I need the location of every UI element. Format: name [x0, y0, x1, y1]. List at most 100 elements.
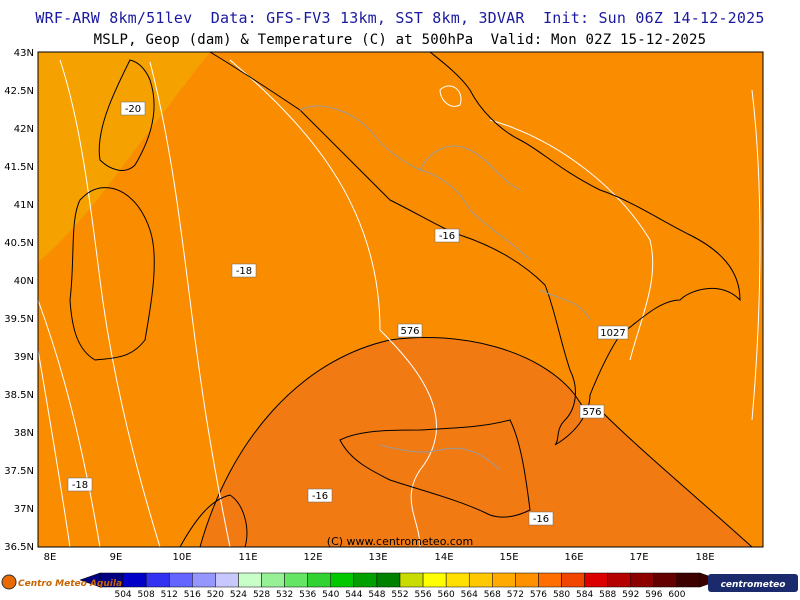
- lon-label: 9E: [110, 552, 123, 563]
- lon-label: 12E: [303, 552, 322, 563]
- contour-label-box: [597, 325, 629, 340]
- contour-label: -20: [125, 104, 141, 115]
- scale-label: 584: [576, 590, 593, 600]
- lat-label: 41N: [14, 200, 34, 211]
- cold-area-northwest: [38, 52, 210, 262]
- scale-swatch: [492, 572, 516, 588]
- latitude-axis: 43N 42.5N 42N 41.5N 41N 40.5N 40N 39.5N …: [4, 48, 34, 553]
- warm-area-576: [200, 337, 752, 547]
- contour-label: -16: [312, 491, 328, 502]
- scale-swatch: [422, 572, 447, 588]
- lon-label: 16E: [564, 552, 583, 563]
- isotherm-line-west2: [149, 61, 231, 548]
- scale-swatch: [122, 572, 147, 588]
- lat-label: 36.5N: [4, 542, 34, 553]
- scale-swatch: [284, 572, 308, 588]
- lon-label: 18E: [695, 552, 714, 563]
- lat-label: 39.5N: [4, 314, 34, 325]
- contour-label-box: [231, 263, 257, 278]
- contour-label-box: [579, 404, 605, 419]
- isotherm-line-minus16: [379, 329, 438, 548]
- tunisia-coastline: [179, 494, 248, 548]
- scale-label: 532: [276, 590, 293, 600]
- scale-label: 520: [207, 590, 224, 600]
- contour-576: [199, 337, 753, 548]
- scale-label: 596: [645, 590, 662, 600]
- logo-right-text: centrometeo: [721, 580, 786, 590]
- contour-label: -18: [236, 266, 252, 277]
- scale-swatch: [261, 572, 285, 588]
- lat-label: 37N: [14, 504, 34, 515]
- lon-label: 10E: [172, 552, 191, 563]
- scale-swatch: [607, 572, 632, 588]
- italy-coastline: [209, 51, 741, 446]
- sardinia-coastline: [69, 187, 155, 361]
- scale-label: 512: [161, 590, 178, 600]
- scale-swatch: [468, 572, 493, 588]
- lat-label: 40N: [14, 276, 34, 287]
- scale-swatch: [584, 572, 608, 588]
- scale-swatch: [538, 572, 562, 588]
- sicily-provinces: [379, 444, 501, 471]
- scale-swatch: [238, 572, 262, 588]
- scale-swatch: [215, 572, 239, 588]
- scale-swatch: [653, 572, 678, 588]
- scale-swatch: [307, 572, 332, 588]
- scale-label: 508: [138, 590, 155, 600]
- scale-label: 564: [461, 590, 478, 600]
- contour-labels: -20 -18 -16 -18 -16 -16 576 576 1027: [67, 101, 629, 526]
- scale-swatch: [353, 572, 378, 588]
- contour-label-box: [120, 101, 146, 116]
- logo-right-bg: [708, 574, 798, 592]
- isotherm-line-east: [751, 89, 761, 421]
- lat-label: 40.5N: [4, 238, 34, 249]
- corsica-coastline: [98, 59, 155, 171]
- scale-label: 568: [484, 590, 501, 600]
- scale-label: 524: [230, 590, 247, 600]
- scale-label: 600: [668, 590, 685, 600]
- contour-label: -18: [72, 480, 88, 491]
- sicily-coastline: [339, 419, 531, 518]
- scale-label: 556: [414, 590, 431, 600]
- scale-swatch: [376, 572, 401, 588]
- logo-left-icon: [1, 574, 17, 590]
- contour-label: -16: [439, 231, 455, 242]
- scale-label: 516: [184, 590, 201, 600]
- logo-left-text: Centro Meteo Aquila: [18, 579, 122, 589]
- lon-label: 15E: [499, 552, 518, 563]
- copyright-text: (C) www.centrometeo.com: [327, 535, 473, 548]
- scale-swatch: [330, 572, 355, 588]
- contour-label-box: [397, 323, 423, 338]
- contour-label: 576: [400, 326, 419, 337]
- lat-label: 42.5N: [4, 86, 34, 97]
- scale-swatch: [145, 572, 170, 588]
- isotherm-line-center: [229, 59, 381, 331]
- scale-swatch: [445, 572, 470, 588]
- lon-label: 8E: [44, 552, 57, 563]
- scale-label: 580: [553, 590, 570, 600]
- lat-label: 43N: [14, 48, 34, 59]
- header-title-line1: WRF-ARW 8km/51lev Data: GFS-FV3 13km, SS…: [35, 9, 765, 27]
- isotherm-line-west4: [37, 349, 71, 548]
- header-title-line2: MSLP, Geop (dam) & Temperature (C) at 50…: [93, 32, 707, 48]
- lon-label: 17E: [629, 552, 648, 563]
- contour-label-box: [528, 511, 554, 526]
- scale-label: 588: [599, 590, 616, 600]
- lat-label: 38N: [14, 428, 34, 439]
- color-scale: 504 508 512 516 520 524 528 532 536 540 544 548 552 5…: [79, 572, 721, 600]
- scale-label: 572: [507, 590, 524, 600]
- scale-label: 504: [114, 590, 131, 600]
- lon-label: 11E: [238, 552, 257, 563]
- scale-swatch: [676, 572, 701, 588]
- logo-right: centrometeo: [708, 574, 798, 592]
- isobar-1027: [489, 119, 654, 361]
- isotherm-small-loop: [439, 85, 462, 107]
- lat-label: 39N: [14, 352, 34, 363]
- scale-swatch: [630, 572, 655, 588]
- contour-label-box: [67, 477, 93, 492]
- scale-label: 536: [299, 590, 316, 600]
- scale-label: 576: [530, 590, 547, 600]
- contour-label-box: [434, 228, 460, 243]
- scale-label: 528: [253, 590, 270, 600]
